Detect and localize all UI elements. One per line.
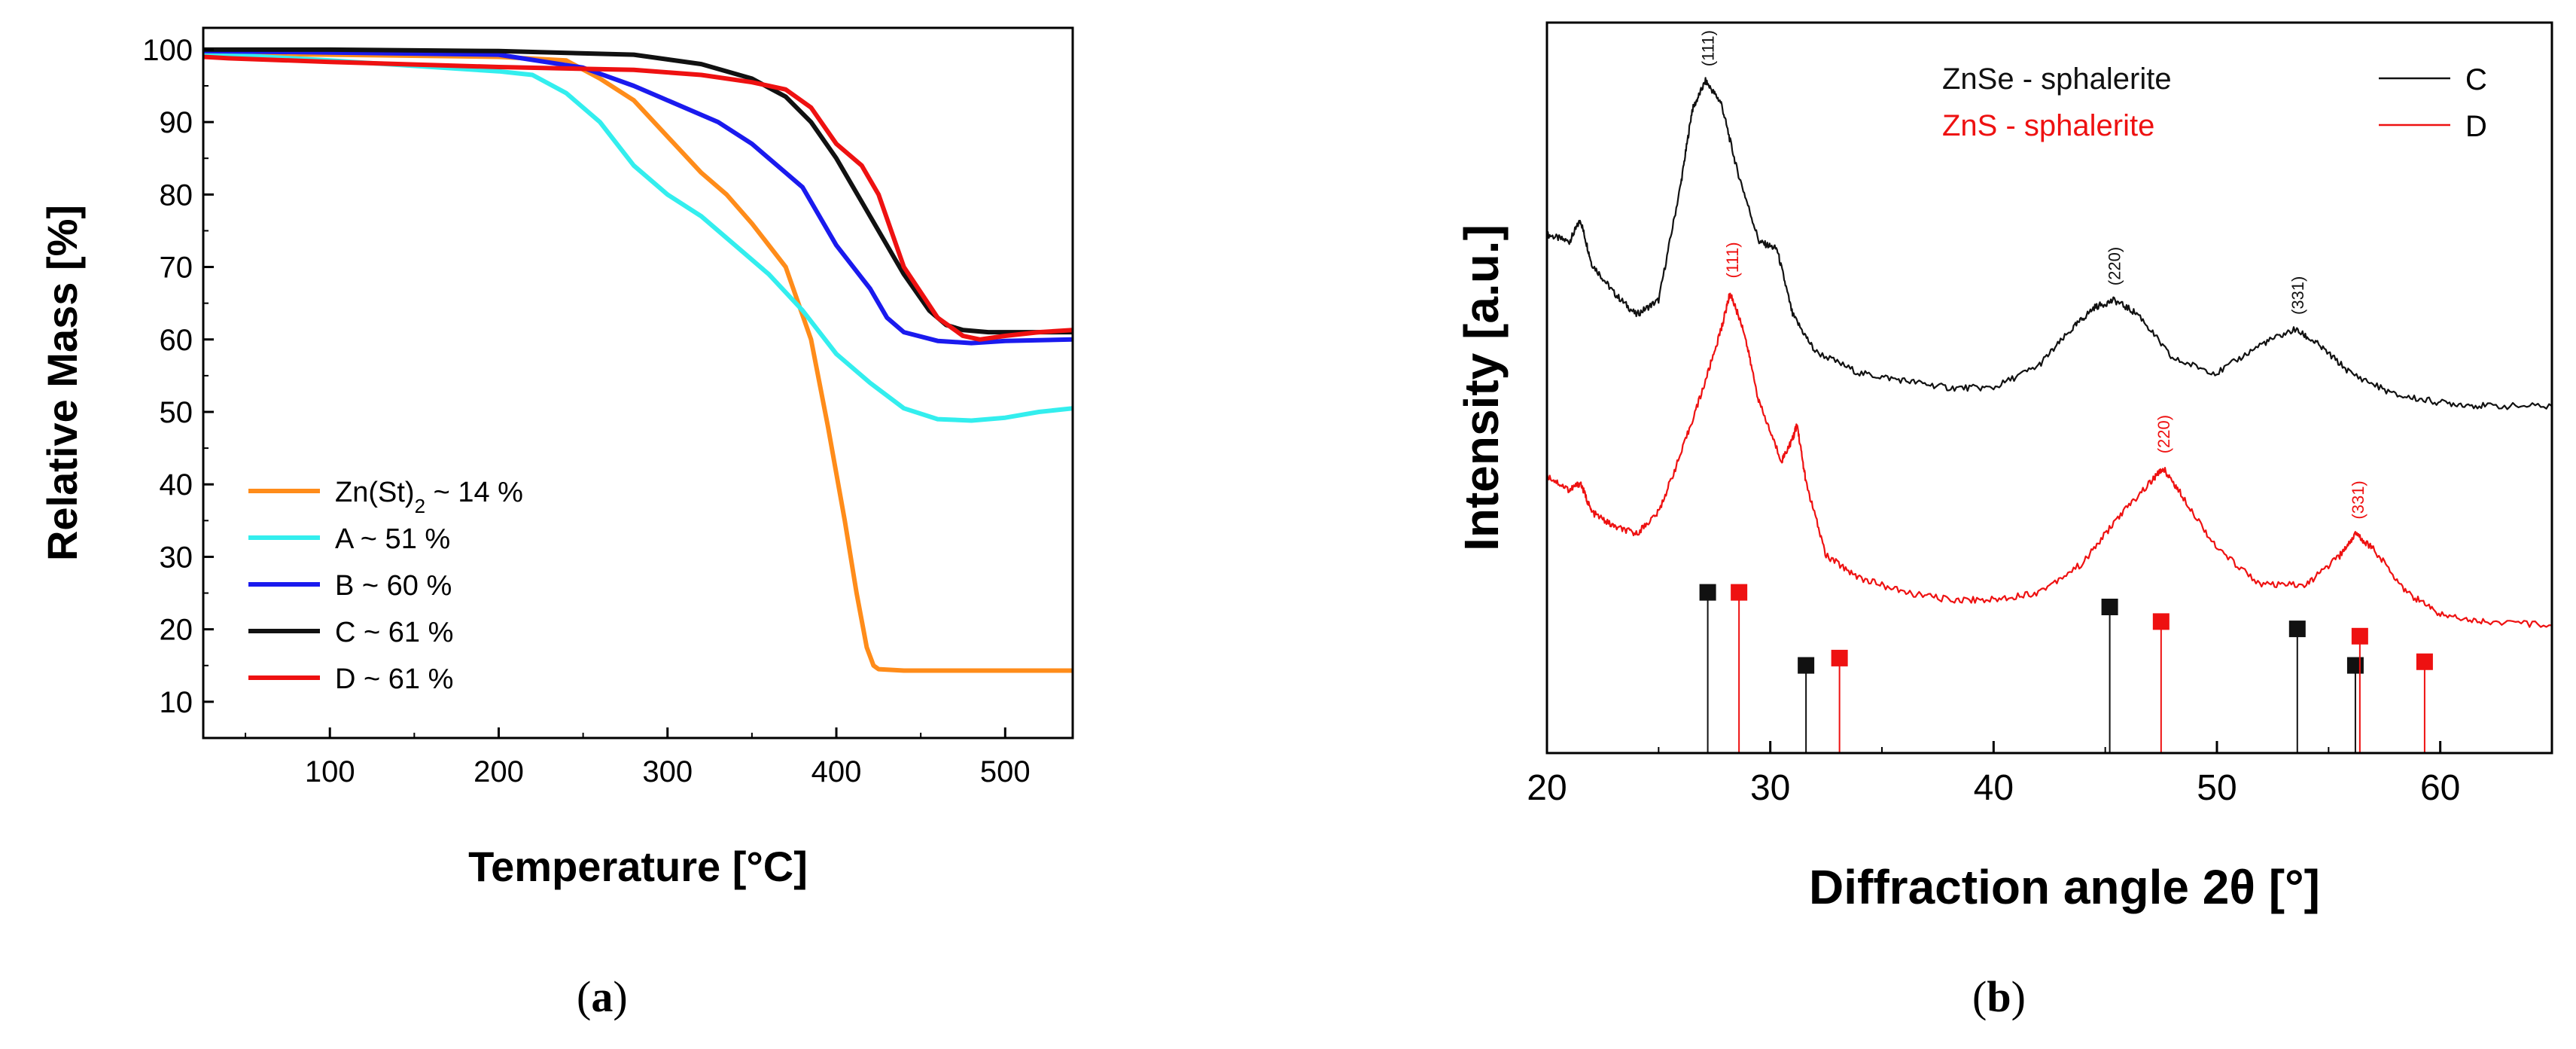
chart-b-ref-marker-ZnS-1 bbox=[1831, 649, 1848, 666]
chart-b-peak-label-5: (331) bbox=[2349, 480, 2367, 519]
chart-b-svg: (111) (220) (331) (111) (220) (331) 20 30 40 50 60… bbox=[1454, 21, 2553, 914]
chart-a-ytick-label-7: 80 bbox=[160, 178, 193, 212]
chart-b-xlabel: Diffraction angle 2θ [°] bbox=[1809, 860, 2320, 914]
chart-a-legend-label-0: Zn(St)2 ~ 14 % bbox=[335, 477, 523, 517]
chart-b-frame bbox=[1545, 21, 2553, 755]
chart-a-legend-label-2: B ~ 60 % bbox=[335, 570, 452, 602]
chart-b-xtick-label-3: 50 bbox=[2197, 768, 2236, 808]
chart-a-xtick-label-2: 300 bbox=[642, 755, 693, 788]
chart-a-ytick-label-2: 30 bbox=[160, 541, 193, 574]
chart-a-xtick-label-4: 500 bbox=[980, 755, 1031, 788]
chart-b-peak-label-1: (220) bbox=[2106, 247, 2124, 285]
chart-a-ytick-label-3: 40 bbox=[160, 468, 193, 502]
chart-b-ref-marker-ZnS-2 bbox=[2152, 613, 2170, 630]
chart-a-series-2 bbox=[203, 48, 1073, 346]
chart-a-ytick-label-4: 50 bbox=[160, 396, 193, 429]
chart-b-peak-label-0: (111) bbox=[1699, 30, 1718, 66]
chart-b-ref-marker-ZnSe-3 bbox=[2288, 621, 2306, 638]
chart-b-legend-text-0: ZnSe - sphalerite bbox=[1942, 63, 2172, 96]
chart-a-legend-label-4: D ~ 61 % bbox=[335, 663, 453, 695]
chart-b-xtick-label-1: 30 bbox=[1750, 768, 1790, 808]
chart-a-legend-main-0: Zn(St) bbox=[335, 477, 415, 508]
chart-a-series-4 bbox=[203, 54, 1073, 342]
chart-b-ref-marker-ZnS-0 bbox=[1731, 584, 1748, 601]
chart-b-ref-marker-ZnS-4 bbox=[2416, 653, 2433, 670]
chart-a-legend-sub-0: 2 bbox=[415, 495, 425, 517]
chart-b-xtick-label-0: 20 bbox=[1527, 768, 1567, 808]
chart-b-series-D bbox=[1547, 292, 2552, 628]
chart-a-svg: 100 200 300 400 500 10 20 30 40 50 60 70 80 90 100 Temp… bbox=[38, 26, 1074, 890]
chart-b-ref-marker-ZnSe-0 bbox=[1699, 584, 1716, 601]
chart-a-xlabel: Temperature [°C] bbox=[468, 843, 808, 890]
chart-b-peak-label-2: (331) bbox=[2288, 276, 2307, 315]
chart-a-ylabel: Relative Mass [%] bbox=[38, 205, 86, 561]
chart-a-ytick-label-8: 90 bbox=[160, 106, 193, 139]
chart-b-peak-label-3: (111) bbox=[1723, 242, 1742, 278]
chart-a-legend-label-1: A ~ 51 % bbox=[335, 523, 450, 555]
chart-a-series-0 bbox=[203, 50, 1073, 673]
chart-b-ref-marker-ZnSe-4 bbox=[2346, 657, 2364, 674]
chart-b-xtick-label-2: 40 bbox=[1974, 768, 2014, 808]
chart-a-ytick-label-5: 60 bbox=[160, 324, 193, 357]
chart-a-legend-main-2: B ~ 60 % bbox=[335, 570, 452, 602]
panel-a-label: (a) bbox=[577, 972, 628, 1021]
chart-a-ytick-label-9: 100 bbox=[142, 34, 193, 67]
chart-a-ytick-label-1: 20 bbox=[160, 614, 193, 647]
chart-b-ref-marker-ZnSe-1 bbox=[1798, 657, 1815, 674]
chart-b-xtick-label-4: 60 bbox=[2420, 768, 2460, 808]
chart-a-legend-tail-0: ~ 14 % bbox=[425, 477, 523, 508]
chart-b-legend-label-0: C bbox=[2465, 63, 2487, 96]
chart-a-ytick-label-6: 70 bbox=[160, 252, 193, 285]
chart-b-legend-label-1: D bbox=[2465, 110, 2487, 143]
chart-b-ref-marker-ZnS-3 bbox=[2351, 627, 2368, 645]
chart-b-legend-text-1: ZnS - sphalerite bbox=[1942, 109, 2154, 142]
chart-a-legend-main-1: A ~ 51 % bbox=[335, 523, 450, 555]
panel-b-label: (b) bbox=[1972, 972, 2026, 1021]
chart-a-xtick-label-0: 100 bbox=[305, 755, 355, 788]
chart-a-frame bbox=[202, 26, 1074, 739]
chart-a-legend-label-3: C ~ 61 % bbox=[335, 617, 453, 648]
chart-b-peak-label-4: (220) bbox=[2154, 415, 2173, 453]
chart-b-ref-marker-ZnSe-2 bbox=[2101, 599, 2118, 615]
chart-a-ytick-label-0: 10 bbox=[160, 686, 193, 719]
chart-b-ylabel: Intensity [a.u.] bbox=[1454, 224, 1509, 551]
chart-a-legend-main-4: D ~ 61 % bbox=[335, 663, 453, 695]
chart-a-xtick-label-1: 200 bbox=[473, 755, 524, 788]
chart-b-series-C bbox=[1547, 77, 2552, 410]
chart-a-xtick-label-3: 400 bbox=[811, 755, 862, 788]
chart-a-series-1 bbox=[203, 50, 1073, 423]
chart-a-legend-main-3: C ~ 61 % bbox=[335, 617, 453, 648]
chart-a-series-3 bbox=[203, 47, 1073, 335]
